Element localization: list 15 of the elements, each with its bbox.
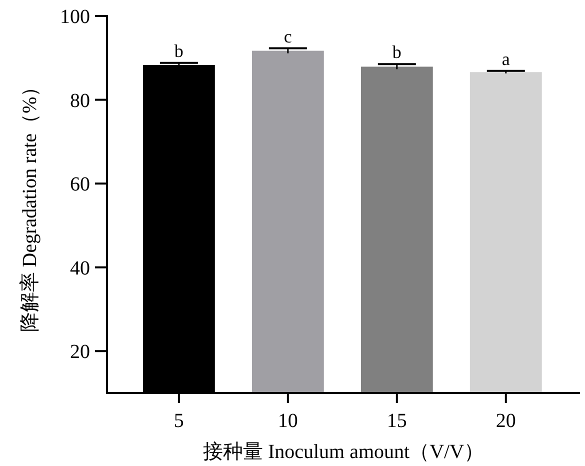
x-tick-label: 10 <box>278 410 298 432</box>
annotation: b <box>392 42 402 62</box>
x-tick-label: 20 <box>496 410 516 432</box>
x-tick-label: 5 <box>174 410 184 432</box>
x-axis-title: 接种量 Inoculum amount（V/V） <box>202 441 484 463</box>
annotation: c <box>284 26 292 46</box>
y-tick-label: 20 <box>70 341 90 364</box>
annotation: b <box>174 40 184 61</box>
y-axis-title: 降解率 Degradation rate（%） <box>19 76 41 332</box>
y-tick-label: 40 <box>70 257 90 280</box>
y-tick-label: 100 <box>60 6 90 28</box>
annotation: a <box>502 48 510 69</box>
x-tick-label: 15 <box>386 410 407 432</box>
y-tick-label: 60 <box>70 174 90 196</box>
y-tick-label: 80 <box>70 90 90 112</box>
